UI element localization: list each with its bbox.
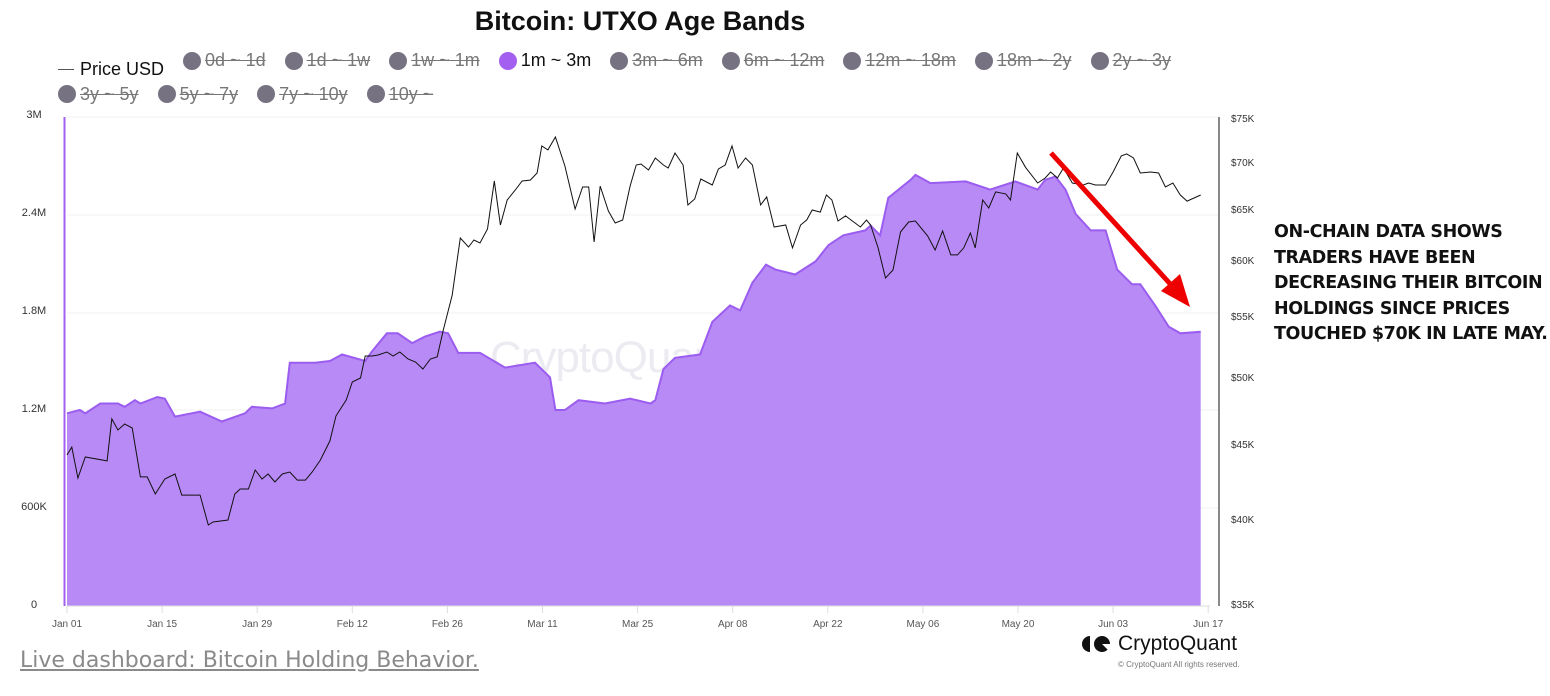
x-tick: Jan 01 bbox=[51, 619, 83, 630]
left-y-tick: 1.8M bbox=[21, 305, 47, 318]
x-tick: May 20 bbox=[1001, 619, 1035, 630]
chart-legend: Price USD 0d ~ 1d 1d ~ 1w 1w ~ 1m 1m ~ 3… bbox=[58, 48, 1258, 110]
legend-item-price-usd[interactable]: Price USD bbox=[58, 57, 164, 82]
copyright-text: © CryptoQuant All rights reserved. bbox=[1118, 660, 1240, 669]
right-y-tick: $70K bbox=[1231, 157, 1255, 169]
circle-swatch-icon bbox=[389, 51, 408, 70]
legend-item-1d-1w[interactable]: 1d ~ 1w bbox=[284, 48, 370, 73]
circle-swatch-icon bbox=[183, 51, 202, 70]
legend-item-2y-3y[interactable]: 2y ~ 3y bbox=[1090, 48, 1171, 73]
x-tick: Mar 25 bbox=[622, 619, 654, 630]
legend-item-5y-7y[interactable]: 5y ~ 7y bbox=[157, 82, 238, 107]
x-tick: Mar 11 bbox=[527, 619, 558, 630]
x-tick: Jun 17 bbox=[1193, 619, 1224, 630]
circle-swatch-icon bbox=[284, 51, 303, 70]
red-arrow-annotation bbox=[1049, 151, 1190, 307]
left-y-tick: 600K bbox=[21, 501, 47, 514]
right-y-tick: $65K bbox=[1231, 205, 1255, 217]
legend-item-0d-1d[interactable]: 0d ~ 1d bbox=[183, 48, 266, 73]
utxo-1m-3m-line bbox=[66, 173, 1201, 423]
x-tick: Feb 12 bbox=[336, 619, 368, 630]
right-y-tick: $45K bbox=[1231, 439, 1255, 451]
right-y-tick: $55K bbox=[1231, 311, 1255, 323]
x-tick: Apr 08 bbox=[717, 619, 748, 630]
legend-item-12m-18m[interactable]: 12m ~ 18m bbox=[843, 48, 956, 73]
circle-swatch-icon bbox=[974, 51, 993, 70]
circle-swatch-icon bbox=[843, 51, 862, 70]
legend-item-1w-1m[interactable]: 1w ~ 1m bbox=[389, 48, 480, 73]
circle-swatch-icon bbox=[498, 51, 517, 70]
right-y-tick: $35K bbox=[1231, 600, 1255, 611]
left-y-tick: 0 bbox=[30, 599, 38, 611]
legend-item-7y-10y[interactable]: 7y ~ 10y bbox=[257, 82, 348, 107]
legend-item-3m-6m[interactable]: 3m ~ 6m bbox=[610, 48, 703, 73]
cryptoquant-logo-icon bbox=[1082, 635, 1112, 653]
left-y-tick: 2.4M bbox=[21, 207, 47, 220]
left-y-tick: 1.2M bbox=[21, 403, 47, 416]
right-y-tick: $75K bbox=[1231, 113, 1255, 125]
circle-swatch-icon bbox=[610, 51, 629, 70]
legend-item-1m-3m[interactable]: 1m ~ 3m bbox=[498, 48, 591, 73]
circle-swatch-icon bbox=[721, 51, 740, 70]
circle-swatch-icon bbox=[366, 85, 385, 103]
right-y-tick: $50K bbox=[1231, 372, 1255, 384]
legend-item-3y-5y[interactable]: 3y ~ 5y bbox=[58, 82, 139, 107]
price-usd-line bbox=[66, 135, 1201, 526]
left-y-tick: 3M bbox=[26, 109, 42, 122]
line-swatch-icon bbox=[58, 68, 74, 70]
utxo-1m-3m-area bbox=[67, 174, 1201, 606]
x-tick: May 06 bbox=[906, 619, 940, 630]
legend-item-18m-2y[interactable]: 18m ~ 2y bbox=[974, 48, 1071, 73]
circle-swatch-icon bbox=[157, 85, 176, 103]
x-tick: Jan 15 bbox=[147, 619, 178, 630]
circle-swatch-icon bbox=[257, 85, 276, 103]
circle-swatch-icon bbox=[1090, 51, 1109, 70]
brand-name: CryptoQuant bbox=[1118, 632, 1238, 655]
right-y-tick: $60K bbox=[1231, 256, 1255, 268]
brand: CryptoQuant bbox=[1082, 632, 1237, 656]
x-tick: Jun 03 bbox=[1098, 619, 1129, 630]
live-dashboard-link[interactable]: Live dashboard: Bitcoin Holding Behavior… bbox=[20, 648, 479, 673]
annotation-text: ON-CHAIN DATA SHOWS TRADERS HAVE BEEN DE… bbox=[1274, 222, 1548, 345]
x-tick: Jan 29 bbox=[242, 619, 273, 630]
x-tick: Apr 22 bbox=[813, 619, 843, 630]
legend-item-10y-plus[interactable]: 10y ~ bbox=[366, 82, 433, 107]
circle-swatch-icon bbox=[58, 85, 76, 103]
x-tick-marks bbox=[66, 606, 1209, 613]
chart-title: Bitcoin: UTXO Age Bands bbox=[474, 6, 806, 36]
x-tick: Feb 26 bbox=[431, 619, 463, 630]
legend-item-6m-12m[interactable]: 6m ~ 12m bbox=[721, 48, 824, 73]
right-y-tick: $40K bbox=[1231, 514, 1255, 526]
